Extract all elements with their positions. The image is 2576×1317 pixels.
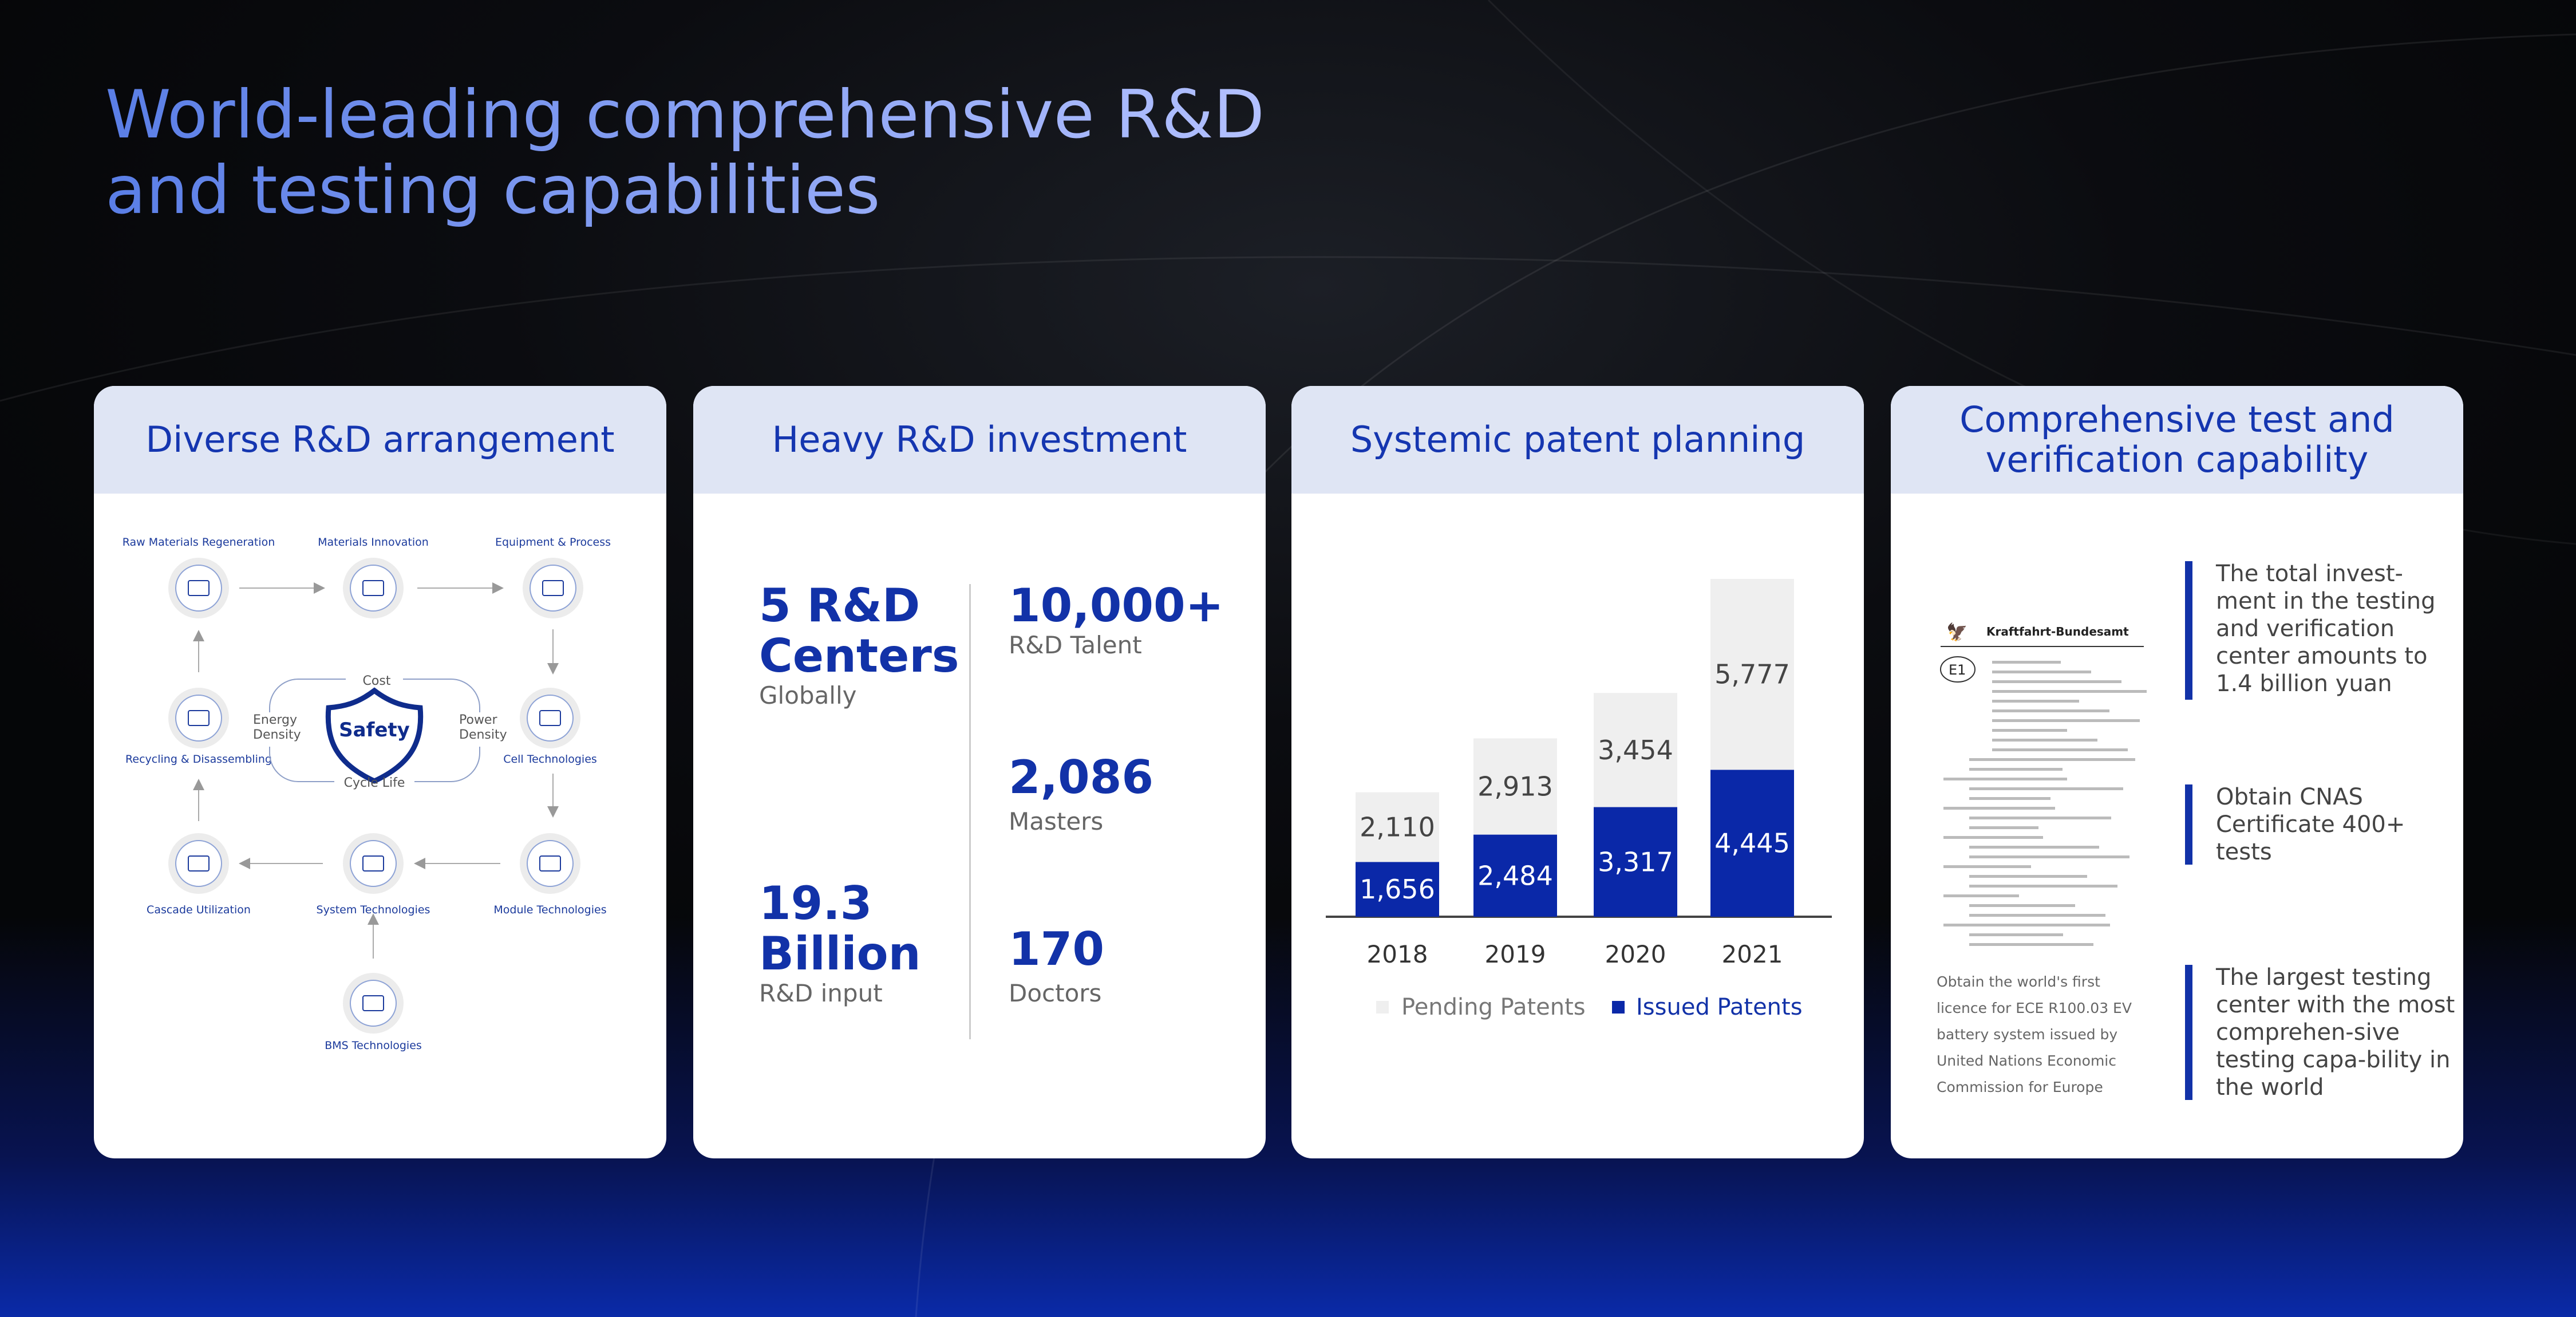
card-header: Diverse R&D arrangement [94, 386, 666, 494]
stat-talent: 10,000+ R&D Talent [1009, 579, 1224, 660]
svg-text:E1: E1 [1949, 662, 1966, 678]
node-label: Module Technologies [493, 904, 606, 916]
test-item: The total invest-ment in the testing and… [2216, 561, 2436, 697]
patent-bar-chart: 1,656 2,110 2018 2,484 2,913 2019 3,317 3,454 20… [1326, 579, 1832, 1020]
robot-arm-icon-glyph [542, 580, 564, 596]
cost-label: Cost [363, 674, 391, 688]
layers-icon-glyph [188, 580, 210, 596]
shield-icon [325, 687, 424, 784]
accent-bar [2185, 561, 2192, 700]
bar-pending-2021 [1710, 579, 1794, 770]
test-item: The largest testing center with the most… [2216, 964, 2455, 1101]
eagle-emblem-icon: 🦅 [1946, 621, 1967, 642]
card-header: Comprehensive test and verification capab… [1891, 386, 2463, 494]
layers-icon [175, 565, 222, 612]
x-tick-2020: 2020 [1605, 940, 1666, 968]
flow-arrows [193, 582, 559, 959]
node-label: BMS Technologies [325, 1039, 422, 1052]
energy-density-label: Energy Density [253, 713, 301, 742]
card-header: Systemic patent planning [1291, 386, 1864, 494]
bar-issued-2021 [1710, 770, 1794, 917]
bar-pending-2020 [1594, 693, 1677, 807]
cascade-rack-icon-glyph [188, 855, 210, 872]
label-issued-2019: 2,484 [1477, 860, 1553, 891]
bar-issued-2018 [1356, 862, 1439, 917]
legend-issued: Issued Patents [1636, 994, 1803, 1020]
card-test-verification: Comprehensive test and verification capab… [1891, 386, 2463, 1158]
x-tick-2018: 2018 [1367, 940, 1428, 968]
legend-pending: Pending Patents [1401, 994, 1586, 1020]
rd-cycle-diagram: Raw Materials Regeneration Materials Inno… [123, 536, 611, 1052]
card-header: Heavy R&D investment [693, 386, 1266, 494]
label-pending-2021: 5,777 [1714, 659, 1790, 690]
node-label: Cell Technologies [503, 753, 597, 766]
page-title: World-leading comprehensive R&D and test… [105, 76, 1265, 229]
background-arc [0, 256, 2576, 402]
cycle-life-label: Cycle Life [344, 776, 405, 790]
power-density-label: Power Density [459, 713, 507, 742]
module-icon-glyph [539, 855, 561, 872]
label-pending-2020: 3,454 [1598, 735, 1673, 766]
system-pack-icon-glyph [362, 855, 384, 872]
svg-text:Kraftfahrt-Bundesamt: Kraftfahrt-Bundesamt [1986, 625, 2129, 638]
stat-centers: 5 R&D Centers Globally [759, 579, 959, 710]
label-issued-2020: 3,317 [1598, 846, 1673, 877]
stat-masters: 2,086 Masters [1009, 751, 1154, 836]
node-label: Recycling & Disassembling [125, 753, 272, 766]
materials-icon-glyph [362, 580, 384, 596]
test-item: Obtain CNAS Certificate 400+ tests [2216, 784, 2405, 865]
stat-input: 19.3 Billion R&D input [759, 877, 921, 1008]
battery-cell-icon [527, 695, 574, 742]
node-label: Materials Innovation [318, 536, 429, 549]
card-rd-arrangement: Diverse R&D arrangement Raw Materials Re… [94, 386, 666, 1158]
recycle-icon-glyph [188, 710, 210, 726]
bms-cube-icon-glyph [362, 995, 384, 1011]
accent-bar [2185, 784, 2192, 865]
node-label: Cascade Utilization [147, 904, 251, 916]
x-tick-2021: 2021 [1722, 940, 1783, 968]
system-pack-icon [350, 840, 397, 887]
node-label: Raw Materials Regeneration [123, 536, 275, 549]
cascade-rack-icon [175, 840, 222, 887]
divider [969, 584, 971, 1039]
bar-pending-2018 [1356, 792, 1439, 862]
legend-swatch-issued [1612, 1001, 1625, 1014]
bar-issued-2020 [1594, 807, 1677, 917]
safety-label: Safety [339, 719, 410, 742]
label-issued-2021: 4,445 [1714, 828, 1790, 859]
x-tick-2019: 2019 [1485, 940, 1546, 968]
node-label: Equipment & Process [495, 536, 611, 549]
module-icon [527, 840, 574, 887]
recycle-icon [175, 695, 222, 742]
node-label: System Technologies [317, 904, 430, 916]
bar-pending-2019 [1473, 738, 1557, 835]
label-pending-2018: 2,110 [1360, 812, 1435, 843]
materials-icon [350, 565, 397, 612]
battery-cell-icon-glyph [539, 710, 561, 726]
bar-issued-2019 [1473, 834, 1557, 917]
card-rd-investment: Heavy R&D investment 5 R&D Centers Globa… [693, 386, 1266, 1158]
label-pending-2019: 2,913 [1477, 771, 1553, 802]
stat-doctors: 170 Doctors [1009, 922, 1104, 1008]
legend-swatch-pending [1376, 1001, 1389, 1014]
certificate-image: 🦅 Kraftfahrt-Bundesamt E1 [1935, 615, 2152, 964]
card-patent-planning: Systemic patent planning 1,656 2,110 2018 2… [1291, 386, 1864, 1158]
bms-cube-icon [350, 980, 397, 1027]
certificate-caption: Obtain the world's first licence for ECE… [1937, 973, 2132, 1095]
label-issued-2018: 1,656 [1360, 874, 1435, 905]
accent-bar [2185, 965, 2192, 1100]
robot-arm-icon [530, 565, 576, 612]
